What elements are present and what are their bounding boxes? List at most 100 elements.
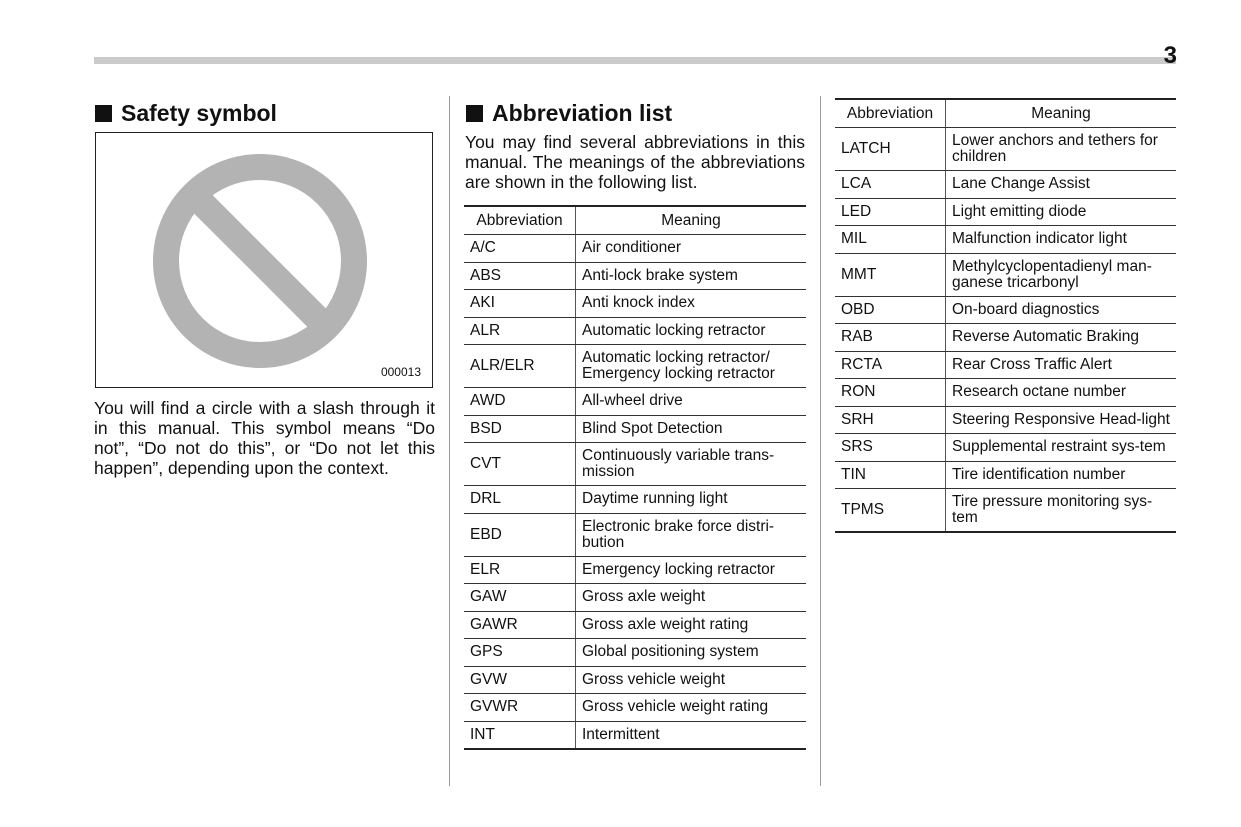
table-header-row: Abbreviation Meaning xyxy=(464,205,806,235)
safety-heading: Safety symbol xyxy=(95,100,277,127)
header-rule xyxy=(94,57,1176,64)
abbreviation-cell: RCTA xyxy=(835,351,946,379)
table-row: LCA Lane Change Assist xyxy=(835,170,1176,199)
safety-symbol-figure: 000013 xyxy=(95,132,433,388)
abbreviation-cell: RON xyxy=(835,378,946,407)
meaning-cell: Steering Responsive Head-light xyxy=(945,406,1176,434)
abbreviation-cell: SRH xyxy=(835,406,946,434)
abbreviation-cell: ALR/ELR xyxy=(464,344,576,388)
table-row: ALR Automatic locking retractor xyxy=(464,317,806,345)
abbreviation-intro: You may find several abbreviations in th… xyxy=(465,132,805,192)
meaning-cell: Rear Cross Traffic Alert xyxy=(945,351,1176,379)
meaning-cell: Blind Spot Detection xyxy=(575,415,806,443)
meaning-cell: Gross vehicle weight rating xyxy=(575,693,806,722)
table-row: LATCH Lower anchors and tethers for child… xyxy=(835,127,1176,171)
abbreviation-cell: ALR xyxy=(464,317,576,345)
meaning-cell: Automatic locking retractor xyxy=(575,317,806,345)
abbreviation-table-2: Abbreviation Meaning LATCH Lower anchors an… xyxy=(835,98,1176,533)
column-header-abbreviation: Abbreviation xyxy=(464,205,576,235)
table-row: DRL Daytime running light xyxy=(464,485,806,514)
meaning-cell: Gross axle weight xyxy=(575,583,806,612)
meaning-cell: Anti knock index xyxy=(575,289,806,318)
abbreviation-cell: RAB xyxy=(835,323,946,352)
square-bullet-icon xyxy=(95,105,112,122)
abbreviation-cell: AKI xyxy=(464,289,576,318)
column-header-meaning: Meaning xyxy=(945,98,1176,128)
meaning-cell: Gross vehicle weight xyxy=(575,666,806,694)
table-row: INT Intermittent xyxy=(464,721,806,750)
abbreviation-cell: LED xyxy=(835,198,946,226)
meaning-cell: Gross axle weight rating xyxy=(575,611,806,639)
table-row: RAB Reverse Automatic Braking xyxy=(835,323,1176,352)
square-bullet-icon xyxy=(466,105,483,122)
abbreviation-cell: TPMS xyxy=(835,488,946,533)
table-row: BSD Blind Spot Detection xyxy=(464,415,806,443)
table-row: TPMS Tire pressure monitoring sys-tem xyxy=(835,488,1176,533)
abbreviation-cell: OBD xyxy=(835,296,946,324)
meaning-cell: Research octane number xyxy=(945,378,1176,407)
table-row: MMT Methylcyclopentadienyl man-ganese tri… xyxy=(835,253,1176,297)
abbreviation-cell: GAWR xyxy=(464,611,576,639)
abbreviation-table-1: Abbreviation Meaning A/C Air conditioner ABS… xyxy=(464,205,806,750)
meaning-cell: Light emitting diode xyxy=(945,198,1176,226)
abbreviation-cell: MMT xyxy=(835,253,946,297)
abbreviation-cell: ABS xyxy=(464,262,576,290)
abbreviation-cell: LCA xyxy=(835,170,946,199)
table-row: MIL Malfunction indicator light xyxy=(835,225,1176,254)
abbreviation-cell: DRL xyxy=(464,485,576,514)
table-row: ELR Emergency locking retractor xyxy=(464,556,806,584)
abbreviation-cell: CVT xyxy=(464,442,576,486)
prohibition-icon xyxy=(153,154,367,368)
safety-text: You will find a circle with a slash thro… xyxy=(94,398,435,478)
column-header-abbreviation: Abbreviation xyxy=(835,98,946,128)
meaning-cell: All-wheel drive xyxy=(575,387,806,416)
abbreviation-cell: INT xyxy=(464,721,576,750)
meaning-cell: Continuously variable trans-mission xyxy=(575,442,806,486)
meaning-cell: Daytime running light xyxy=(575,485,806,514)
meaning-cell: Lower anchors and tethers for children xyxy=(945,127,1176,171)
table-row: ALR/ELR Automatic locking retractor/ Emer… xyxy=(464,344,806,388)
figure-code: 000013 xyxy=(380,365,421,379)
table-row: GAW Gross axle weight xyxy=(464,583,806,612)
meaning-cell: Intermittent xyxy=(575,721,806,750)
meaning-cell: Malfunction indicator light xyxy=(945,225,1176,254)
meaning-cell: Tire identification number xyxy=(945,461,1176,489)
meaning-cell: Tire pressure monitoring sys-tem xyxy=(945,488,1176,533)
abbreviation-cell: SRS xyxy=(835,433,946,462)
abbreviation-cell: LATCH xyxy=(835,127,946,171)
page-number: 3 xyxy=(1163,42,1177,69)
table-header-row: Abbreviation Meaning xyxy=(835,98,1176,128)
table-row: RON Research octane number xyxy=(835,378,1176,407)
table-row: AKI Anti knock index xyxy=(464,289,806,318)
meaning-cell: On-board diagnostics xyxy=(945,296,1176,324)
table-row: EBD Electronic brake force distri-bution xyxy=(464,513,806,557)
meaning-cell: Emergency locking retractor xyxy=(575,556,806,584)
table-row: SRH Steering Responsive Head-light xyxy=(835,406,1176,434)
table-row: LED Light emitting diode xyxy=(835,198,1176,226)
meaning-cell: Reverse Automatic Braking xyxy=(945,323,1176,352)
abbreviation-cell: GVW xyxy=(464,666,576,694)
meaning-cell: Anti-lock brake system xyxy=(575,262,806,290)
abbreviation-cell: A/C xyxy=(464,234,576,263)
safety-heading-text: Safety symbol xyxy=(121,100,277,126)
meaning-cell: Electronic brake force distri-bution xyxy=(575,513,806,557)
abbreviation-cell: AWD xyxy=(464,387,576,416)
table-row: RCTA Rear Cross Traffic Alert xyxy=(835,351,1176,379)
abbreviation-cell: MIL xyxy=(835,225,946,254)
abbreviation-cell: TIN xyxy=(835,461,946,489)
table-row: TIN Tire identification number xyxy=(835,461,1176,489)
table-row: A/C Air conditioner xyxy=(464,234,806,263)
abbreviation-heading: Abbreviation list xyxy=(466,100,672,127)
table-row: SRS Supplemental restraint sys-tem xyxy=(835,433,1176,462)
abbreviation-heading-text: Abbreviation list xyxy=(492,100,673,126)
abbreviation-cell: GPS xyxy=(464,638,576,667)
table-row: AWD All-wheel drive xyxy=(464,387,806,416)
meaning-cell: Lane Change Assist xyxy=(945,170,1176,199)
meaning-cell: Air conditioner xyxy=(575,234,806,263)
table-row: GAWR Gross axle weight rating xyxy=(464,611,806,639)
abbreviation-cell: EBD xyxy=(464,513,576,557)
table-row: OBD On-board diagnostics xyxy=(835,296,1176,324)
table-row: GPS Global positioning system xyxy=(464,638,806,667)
meaning-cell: Supplemental restraint sys-tem xyxy=(945,433,1176,462)
column-divider xyxy=(820,96,821,786)
